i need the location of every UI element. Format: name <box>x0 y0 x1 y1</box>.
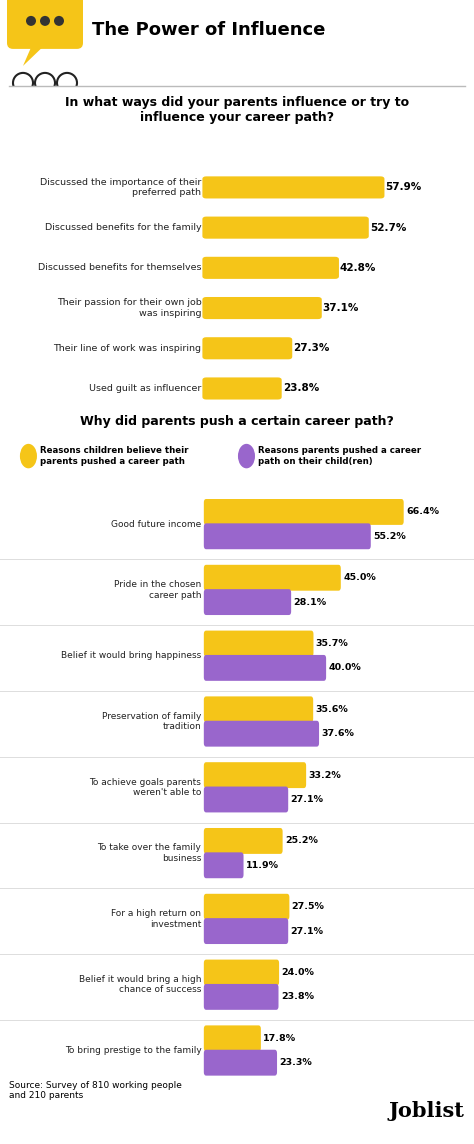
FancyBboxPatch shape <box>202 337 292 359</box>
Text: 24.0%: 24.0% <box>282 968 314 977</box>
Text: To bring prestige to the family: To bring prestige to the family <box>64 1046 201 1055</box>
FancyBboxPatch shape <box>204 893 289 920</box>
FancyBboxPatch shape <box>204 984 279 1010</box>
Text: 11.9%: 11.9% <box>246 860 279 869</box>
FancyBboxPatch shape <box>204 1050 277 1075</box>
FancyBboxPatch shape <box>204 762 306 788</box>
Text: 27.1%: 27.1% <box>291 795 324 804</box>
FancyBboxPatch shape <box>202 256 339 279</box>
Circle shape <box>238 444 255 468</box>
Text: 42.8%: 42.8% <box>340 263 376 272</box>
FancyBboxPatch shape <box>204 630 313 657</box>
Text: Pride in the chosen
career path: Pride in the chosen career path <box>114 580 201 599</box>
Text: 57.9%: 57.9% <box>385 182 422 192</box>
Text: 27.3%: 27.3% <box>293 343 329 353</box>
FancyBboxPatch shape <box>204 787 288 812</box>
Text: 23.8%: 23.8% <box>283 383 319 394</box>
FancyBboxPatch shape <box>204 919 288 944</box>
Text: 37.6%: 37.6% <box>321 729 354 738</box>
Text: 40.0%: 40.0% <box>328 664 361 673</box>
FancyBboxPatch shape <box>7 0 83 49</box>
Text: Used guilt as influencer: Used guilt as influencer <box>89 384 201 394</box>
Text: 66.4%: 66.4% <box>406 508 439 516</box>
FancyBboxPatch shape <box>202 176 384 198</box>
Text: Discussed benefits for the family: Discussed benefits for the family <box>45 223 201 232</box>
Text: To take over the family
business: To take over the family business <box>98 843 201 863</box>
FancyBboxPatch shape <box>204 1025 261 1051</box>
Text: Belief it would bring happiness: Belief it would bring happiness <box>61 651 201 660</box>
FancyBboxPatch shape <box>204 589 291 615</box>
Text: Reasons children believe their
parents pushed a career path: Reasons children believe their parents p… <box>40 446 189 466</box>
Text: Their line of work was inspiring: Their line of work was inspiring <box>54 343 201 352</box>
Text: Discussed benefits for themselves: Discussed benefits for themselves <box>38 263 201 272</box>
FancyBboxPatch shape <box>204 565 341 590</box>
Text: 52.7%: 52.7% <box>370 223 406 232</box>
Text: Source: Survey of 810 working people
and 210 parents: Source: Survey of 810 working people and… <box>9 1081 182 1101</box>
FancyBboxPatch shape <box>204 852 244 879</box>
Text: 23.3%: 23.3% <box>279 1058 312 1067</box>
Text: Belief it would bring a high
chance of success: Belief it would bring a high chance of s… <box>79 975 201 994</box>
Text: For a high return on
investment: For a high return on investment <box>111 909 201 929</box>
Circle shape <box>26 16 36 26</box>
Text: Preservation of family
tradition: Preservation of family tradition <box>102 712 201 731</box>
Text: 35.7%: 35.7% <box>316 639 348 648</box>
Text: 23.8%: 23.8% <box>281 992 314 1001</box>
Polygon shape <box>23 42 47 66</box>
Text: 25.2%: 25.2% <box>285 836 318 845</box>
FancyBboxPatch shape <box>204 523 371 549</box>
FancyBboxPatch shape <box>204 697 313 722</box>
Text: 33.2%: 33.2% <box>309 771 341 780</box>
FancyBboxPatch shape <box>204 499 404 525</box>
Text: The Power of Influence: The Power of Influence <box>92 21 325 39</box>
Text: To achieve goals parents
weren't able to: To achieve goals parents weren't able to <box>90 778 201 797</box>
Text: 17.8%: 17.8% <box>263 1034 296 1043</box>
FancyBboxPatch shape <box>204 960 279 985</box>
Text: In what ways did your parents influence or try to
influence your career path?: In what ways did your parents influence … <box>65 96 409 124</box>
Circle shape <box>20 444 37 468</box>
FancyBboxPatch shape <box>204 656 326 681</box>
Text: 27.1%: 27.1% <box>291 927 324 936</box>
FancyBboxPatch shape <box>202 216 369 239</box>
FancyBboxPatch shape <box>204 828 283 853</box>
Text: 28.1%: 28.1% <box>293 597 327 606</box>
Text: Discussed the importance of their
preferred path: Discussed the importance of their prefer… <box>40 177 201 197</box>
Text: Reasons parents pushed a career
path on their child(ren): Reasons parents pushed a career path on … <box>258 446 421 466</box>
Text: 55.2%: 55.2% <box>373 532 406 541</box>
Text: Their passion for their own job
was inspiring: Their passion for their own job was insp… <box>57 299 201 318</box>
Text: 37.1%: 37.1% <box>323 303 359 313</box>
Circle shape <box>40 16 50 26</box>
FancyBboxPatch shape <box>202 297 322 319</box>
Text: 45.0%: 45.0% <box>343 573 376 582</box>
Text: 35.6%: 35.6% <box>316 705 348 714</box>
Text: Joblist: Joblist <box>389 1101 465 1120</box>
Text: Good future income: Good future income <box>111 519 201 529</box>
FancyBboxPatch shape <box>202 378 282 399</box>
Text: 27.5%: 27.5% <box>292 903 325 912</box>
Text: Why did parents push a certain career path?: Why did parents push a certain career pa… <box>80 415 394 428</box>
Circle shape <box>54 16 64 26</box>
FancyBboxPatch shape <box>204 721 319 747</box>
